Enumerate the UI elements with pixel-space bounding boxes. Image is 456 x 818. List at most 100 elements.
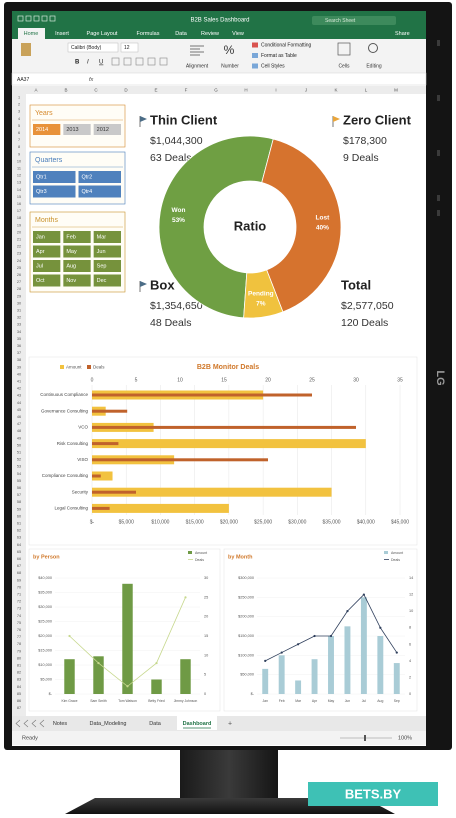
active-sheet-tab <box>177 716 217 730</box>
share-button[interactable]: Share <box>395 31 410 37</box>
slicer-item-label[interactable]: 2014 <box>36 127 48 133</box>
x2-tick-label: 25 <box>309 377 315 383</box>
button[interactable] <box>437 150 440 156</box>
bar <box>328 636 334 694</box>
slicer-item[interactable] <box>63 124 91 135</box>
style-command[interactable]: Conditional Formatting <box>261 42 312 48</box>
legend-label: Amount <box>195 551 207 555</box>
slicer-item[interactable] <box>33 124 61 135</box>
slicer-item[interactable] <box>93 124 121 135</box>
slicer-item-label[interactable]: Aug <box>66 263 76 269</box>
slicer-item[interactable] <box>93 274 121 287</box>
slicer-item[interactable] <box>78 185 122 198</box>
ribbon-group[interactable]: Cells <box>338 63 350 69</box>
ribbon-group[interactable]: Number <box>221 63 239 69</box>
y-tick-label: $40,000 <box>38 576 52 580</box>
slicer-item[interactable] <box>33 245 61 258</box>
slice-value: 53% <box>172 217 185 224</box>
slicer-item-label[interactable]: May <box>66 249 77 255</box>
ribbon-tab[interactable]: Home <box>24 31 39 37</box>
slicer-item-label[interactable]: Nov <box>66 278 76 284</box>
slicer-item[interactable] <box>63 245 91 258</box>
slicer-item[interactable] <box>63 231 91 243</box>
sheet-tab[interactable]: Data_Modeling <box>90 721 127 727</box>
button[interactable] <box>437 195 440 201</box>
slicer-item-label[interactable]: Feb <box>66 234 75 240</box>
slicer-item[interactable] <box>78 171 122 183</box>
slicer-item[interactable] <box>33 185 76 198</box>
zoom-thumb[interactable] <box>364 735 366 741</box>
slicer-item[interactable] <box>33 231 61 243</box>
sheet-tab[interactable]: Dashboard <box>183 721 212 727</box>
slicer-item-label[interactable]: Apr <box>36 249 45 255</box>
style-command[interactable]: Cell Styles <box>261 63 285 69</box>
slicer-item[interactable] <box>33 260 61 272</box>
slicer-item-label[interactable]: Dec <box>97 278 107 284</box>
slicer-item-label[interactable]: Jun <box>97 249 106 255</box>
ribbon-tab[interactable]: Review <box>201 31 219 37</box>
row-header: 18 <box>17 216 21 220</box>
slicer-item[interactable] <box>33 274 61 287</box>
ribbon-tab[interactable]: Insert <box>55 31 69 37</box>
row-header: 85 <box>17 692 21 696</box>
column-header-bar <box>12 86 426 94</box>
point <box>184 596 187 599</box>
x-tick-label: Mar <box>295 699 302 703</box>
ribbon-tab[interactable]: View <box>232 31 244 37</box>
row-header: 10 <box>17 159 21 163</box>
slicer-item-label[interactable]: 2012 <box>97 127 109 133</box>
button[interactable] <box>437 95 440 101</box>
slicer-item[interactable] <box>63 274 91 287</box>
x-tick-label: Jun <box>345 699 351 703</box>
row-header: 9 <box>18 152 20 156</box>
slicer-item-label[interactable]: Mar <box>97 234 107 240</box>
slicer-item[interactable] <box>93 231 121 243</box>
add-sheet[interactable]: + <box>228 720 232 727</box>
slicer-item-label[interactable]: Jan <box>36 234 45 240</box>
point <box>68 634 71 638</box>
x-tick-label: $35,000 <box>323 519 341 525</box>
format-button[interactable]: U <box>99 60 103 66</box>
slicer-item[interactable] <box>93 260 121 272</box>
format-button[interactable]: I <box>87 60 89 66</box>
slicer-item[interactable] <box>63 260 91 272</box>
watermark-box <box>308 782 438 806</box>
y-tick-label: $50,000 <box>240 673 254 677</box>
slicer-item[interactable] <box>33 171 76 183</box>
row-header: 21 <box>17 238 21 242</box>
row-header: 52 <box>17 458 21 462</box>
slicer-item-label[interactable]: 2013 <box>66 127 78 133</box>
slicer-item-label[interactable]: Qtr2 <box>82 174 93 180</box>
ribbon-tab[interactable]: Formulas <box>137 31 160 37</box>
row-header: 8 <box>18 145 20 149</box>
sheet-tab[interactable]: Notes <box>53 721 68 727</box>
slicer-item-label[interactable]: Qtr1 <box>36 174 47 180</box>
row-header: 28 <box>17 287 21 291</box>
row-header: 42 <box>17 387 21 391</box>
slicer-item-label[interactable]: Jul <box>36 263 43 269</box>
category-label: Legal Consulting <box>54 506 88 511</box>
bar <box>92 458 268 462</box>
row-header: 43 <box>17 394 21 398</box>
slicer-item-label[interactable]: Oct <box>36 278 45 284</box>
button[interactable] <box>437 40 440 46</box>
slicer-item-label[interactable]: Qtr4 <box>82 189 93 195</box>
sheet-tab[interactable]: Data <box>149 721 162 727</box>
slicer-item-label[interactable]: Sep <box>97 263 107 269</box>
chart-title: B2B Monitor Deals <box>197 364 259 371</box>
ribbon-icon <box>135 57 144 66</box>
toolbar-icon <box>17 15 24 22</box>
button[interactable] <box>437 210 440 216</box>
x2-tick-label: 10 <box>177 377 183 383</box>
style-command[interactable]: Format as Table <box>261 53 297 59</box>
format-button[interactable]: B <box>75 60 80 66</box>
ribbon-tab[interactable]: Page Layout <box>87 31 118 37</box>
slicer-item[interactable] <box>93 245 121 258</box>
ribbon-group[interactable]: Editing <box>366 63 382 69</box>
ribbon-tab[interactable]: Data <box>175 31 188 37</box>
category-label: VCO <box>78 425 88 430</box>
slicer-item-label[interactable]: Qtr3 <box>36 189 47 195</box>
x-tick-label: $5,000 <box>119 519 135 525</box>
ribbon-group[interactable]: Alignment <box>186 63 209 69</box>
bar <box>92 506 110 510</box>
